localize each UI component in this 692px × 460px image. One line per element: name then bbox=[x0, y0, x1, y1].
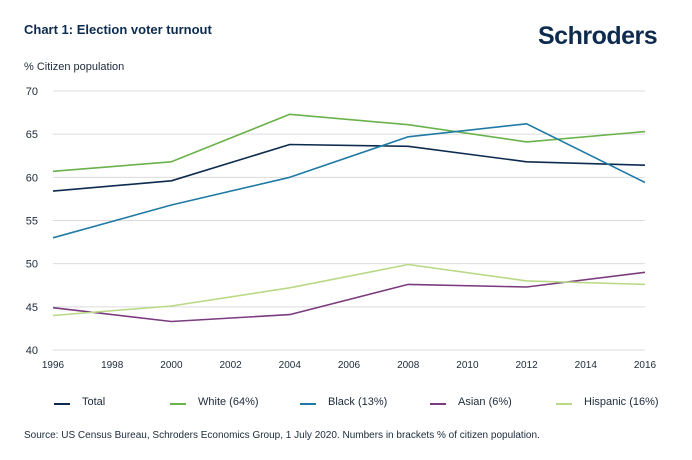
x-tick-label: 2006 bbox=[338, 360, 361, 371]
x-tick-label: 2000 bbox=[160, 360, 183, 371]
grid-lines bbox=[53, 90, 645, 351]
legend-label-asian: Asian (6%) bbox=[458, 396, 512, 408]
line-chart: 40 45 50 55 60 65 70 1996 1998 2000 2002 2004 2006 2… bbox=[26, 86, 657, 371]
legend-label-white: White (64%) bbox=[198, 396, 259, 408]
legend-label-hispanic: Hispanic (16%) bbox=[584, 396, 659, 408]
y-tick-label: 70 bbox=[26, 86, 38, 98]
x-tick-label: 2016 bbox=[634, 360, 657, 371]
legend: Total White (64%) Black (13%) Asian (6%) His… bbox=[0, 396, 692, 412]
legend-swatch-asian bbox=[430, 403, 446, 405]
legend-swatch-hispanic bbox=[556, 403, 572, 405]
series-lines bbox=[52, 113, 646, 323]
series-line-asian bbox=[52, 271, 646, 323]
y-tick-label: 55 bbox=[26, 216, 38, 228]
y-tick-labels: 40 45 50 55 60 65 70 bbox=[26, 86, 38, 357]
y-tick-label: 50 bbox=[26, 259, 38, 271]
x-tick-label: 2002 bbox=[219, 360, 242, 371]
x-tick-label: 1996 bbox=[42, 360, 65, 371]
series-line-white bbox=[52, 113, 646, 173]
series-line-total bbox=[52, 143, 646, 192]
source-note: Source: US Census Bureau, Schroders Econ… bbox=[24, 430, 540, 441]
x-tick-label: 1998 bbox=[101, 360, 124, 371]
y-axis-label: % Citizen population bbox=[24, 61, 125, 73]
x-tick-label: 2004 bbox=[279, 360, 302, 371]
chart-title: Chart 1: Election voter turnout bbox=[24, 22, 212, 37]
y-tick-label: 45 bbox=[26, 302, 38, 314]
y-tick-label: 60 bbox=[26, 172, 38, 184]
x-tick-label: 2012 bbox=[515, 360, 538, 371]
y-tick-label: 65 bbox=[26, 129, 38, 141]
legend-swatch-total bbox=[54, 403, 70, 405]
x-tick-label: 2008 bbox=[397, 360, 420, 371]
legend-swatch-black bbox=[300, 403, 316, 405]
legend-label-black: Black (13%) bbox=[328, 396, 388, 408]
legend-label-total: Total bbox=[82, 396, 106, 408]
x-tick-labels: 1996 1998 2000 2002 2004 2006 2008 2010 2012 2014… bbox=[42, 360, 657, 371]
series-line-hispanic bbox=[52, 263, 646, 317]
y-tick-label: 40 bbox=[26, 345, 38, 357]
legend-swatch-white bbox=[170, 403, 186, 405]
x-tick-label: 2010 bbox=[456, 360, 479, 371]
schroders-logo: Schroders bbox=[538, 22, 658, 50]
x-tick-label: 2014 bbox=[575, 360, 598, 371]
series-line-black bbox=[52, 123, 646, 239]
